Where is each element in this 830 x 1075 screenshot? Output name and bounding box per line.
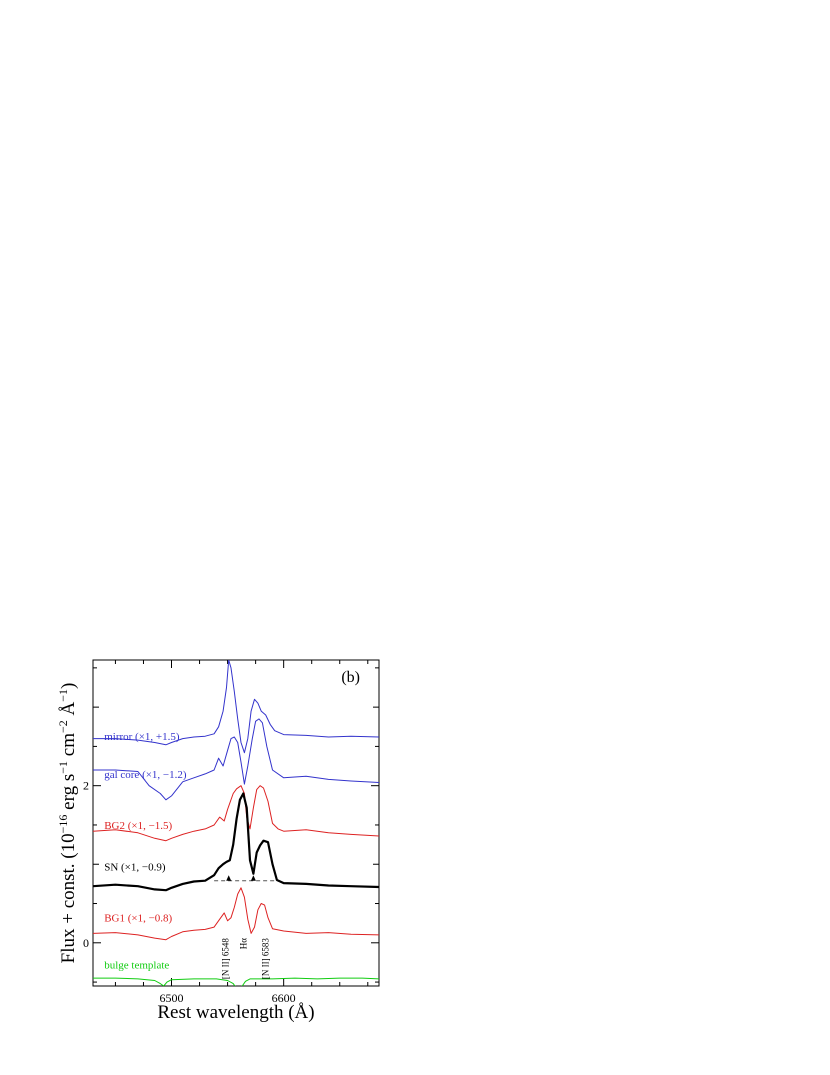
series-line-2 [93,785,379,842]
y-tick-label: 0 [83,936,89,950]
series-layer: mirror (×1, +1.5) gal core (×1, −1.2) BG2 … [93,660,379,986]
x-axis-title: Rest wavelength (Å) [157,1002,314,1023]
series-line-3 [93,792,379,892]
series-label-0: mirror (×1, +1.5) [104,731,180,743]
series-line-4 [93,887,379,941]
x-tick-label: 6600 [272,991,296,1005]
arrow-marker-0 [226,875,232,881]
annotation-layer: [N II] 6548 Hα [N II] 6583 [214,875,277,979]
line-annotation-2: [N II] 6583 [261,938,271,979]
series-line-1 [93,718,379,801]
series-line-0 [93,660,379,754]
panel-label: (b) [341,669,360,686]
line-annotation-0: [N II] 6548 [220,938,230,979]
series-label-4: BG1 (×1, −0.8) [104,913,172,925]
series-label-1: gal core (×1, −1.2) [104,769,187,781]
series-label-3: SN (×1, −0.9) [104,862,166,874]
y-axis-title: Flux + const. (10−16 erg s−1 cm−2 Å−1) [56,683,79,964]
arrow-marker-1 [250,875,256,881]
series-label-5: bulge template [104,960,169,972]
x-tick-label: 6500 [160,991,184,1005]
y-tick-label: 2 [83,779,89,793]
series-line-5 [93,977,379,986]
axis-ticks: 6500 6600 0 2 [83,660,379,1005]
line-annotation-1: Hα [238,938,248,949]
series-label-2: BG2 (×1, −1.5) [104,820,172,832]
plot-frame [92,659,380,987]
